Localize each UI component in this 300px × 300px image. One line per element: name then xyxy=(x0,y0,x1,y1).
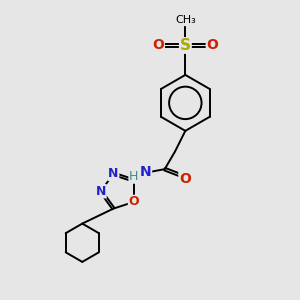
Text: O: O xyxy=(206,38,218,52)
Text: O: O xyxy=(152,38,164,52)
Text: S: S xyxy=(180,38,191,53)
Text: N: N xyxy=(96,185,106,198)
Text: N: N xyxy=(140,165,152,179)
Text: O: O xyxy=(179,172,191,186)
Text: CH₃: CH₃ xyxy=(175,15,196,26)
Text: H: H xyxy=(129,170,139,183)
Text: N: N xyxy=(108,167,118,180)
Text: O: O xyxy=(128,196,139,208)
